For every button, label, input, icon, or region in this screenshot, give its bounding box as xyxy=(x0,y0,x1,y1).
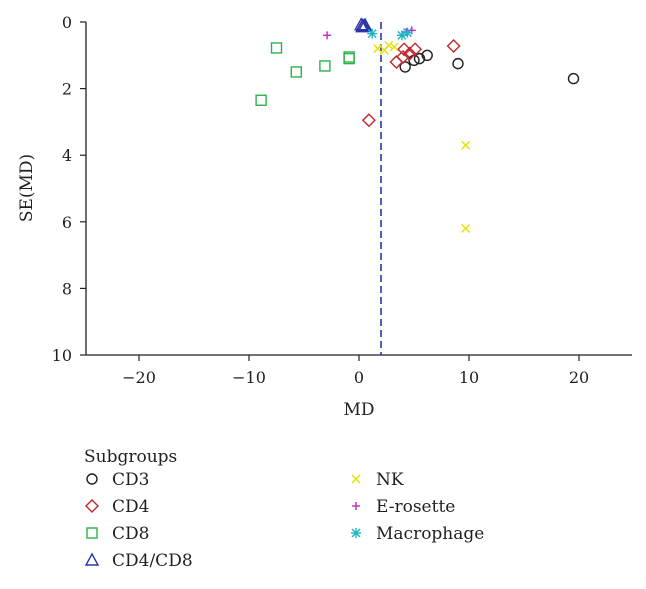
point-cd8 xyxy=(255,94,267,106)
axes xyxy=(85,22,632,356)
legend-marker-e-rosette xyxy=(352,502,360,510)
legend-marker-cd4 xyxy=(85,499,99,513)
legend-marker-nk xyxy=(351,474,361,484)
legend-label-cd8: CD8 xyxy=(112,524,149,544)
legend: Subgroups CD3 CD4 CD8 CD4/CD8 NK E-rosette Mac… xyxy=(84,447,484,571)
legend-label-cd4-cd8: CD4/CD8 xyxy=(112,551,193,571)
x-tick-label: 20 xyxy=(569,368,589,387)
y-tick-label: 2 xyxy=(62,80,72,99)
y-tick-label: 4 xyxy=(62,146,72,165)
point-e-rosette xyxy=(323,31,332,40)
point-cd4-cd8 xyxy=(357,17,373,31)
legend-label-macrophage: Macrophage xyxy=(376,524,484,544)
x-tick-label: 10 xyxy=(459,368,479,387)
y-axis-title: SE(MD) xyxy=(17,154,37,222)
point-cd3 xyxy=(399,61,411,73)
point-cd8 xyxy=(290,66,302,78)
point-macrophage xyxy=(367,28,378,39)
point-macrophage xyxy=(402,27,413,38)
point-cd4 xyxy=(361,113,376,128)
legend-marker-macrophage xyxy=(351,528,361,538)
y-tick-label: 8 xyxy=(62,279,72,298)
legend-label-cd3: CD3 xyxy=(112,470,149,490)
legend-marker-cd8 xyxy=(86,527,98,539)
legend-marker-cd3 xyxy=(86,473,98,485)
x-tick-label: −20 xyxy=(122,368,156,387)
x-tick-label: 0 xyxy=(354,368,364,387)
y-tick-label: 10 xyxy=(52,346,72,365)
ticks: −20 −10 0 10 20 0 2 4 6 8 10 xyxy=(52,13,590,387)
point-cd8 xyxy=(270,42,283,54)
point-cd3 xyxy=(413,52,426,65)
point-nk xyxy=(461,140,471,150)
y-tick-label: 0 xyxy=(62,13,72,32)
point-cd4 xyxy=(402,46,417,61)
point-nk xyxy=(384,40,394,50)
point-cd3 xyxy=(452,57,464,70)
point-cd4 xyxy=(408,42,423,57)
x-tick-label: −10 xyxy=(232,368,266,387)
point-cd4 xyxy=(397,42,412,57)
legend-label-nk: NK xyxy=(376,470,404,490)
data-points xyxy=(255,17,580,233)
point-nk xyxy=(389,42,399,52)
point-nk xyxy=(373,44,383,54)
point-cd4 xyxy=(446,38,461,53)
legend-marker-cd4-cd8 xyxy=(84,552,100,566)
legend-title: Subgroups xyxy=(84,447,177,467)
point-cd8 xyxy=(343,52,355,65)
point-nk xyxy=(461,223,471,233)
x-axis-title: MD xyxy=(343,400,374,420)
point-cd4-cd8 xyxy=(355,19,370,33)
point-cd3 xyxy=(421,49,433,61)
y-tick-label: 6 xyxy=(62,213,72,232)
legend-label-e-rosette: E-rosette xyxy=(376,497,455,517)
point-cd3 xyxy=(567,72,580,85)
point-cd4 xyxy=(396,49,410,64)
point-cd8 xyxy=(319,60,331,72)
legend-label-cd4: CD4 xyxy=(112,497,149,517)
